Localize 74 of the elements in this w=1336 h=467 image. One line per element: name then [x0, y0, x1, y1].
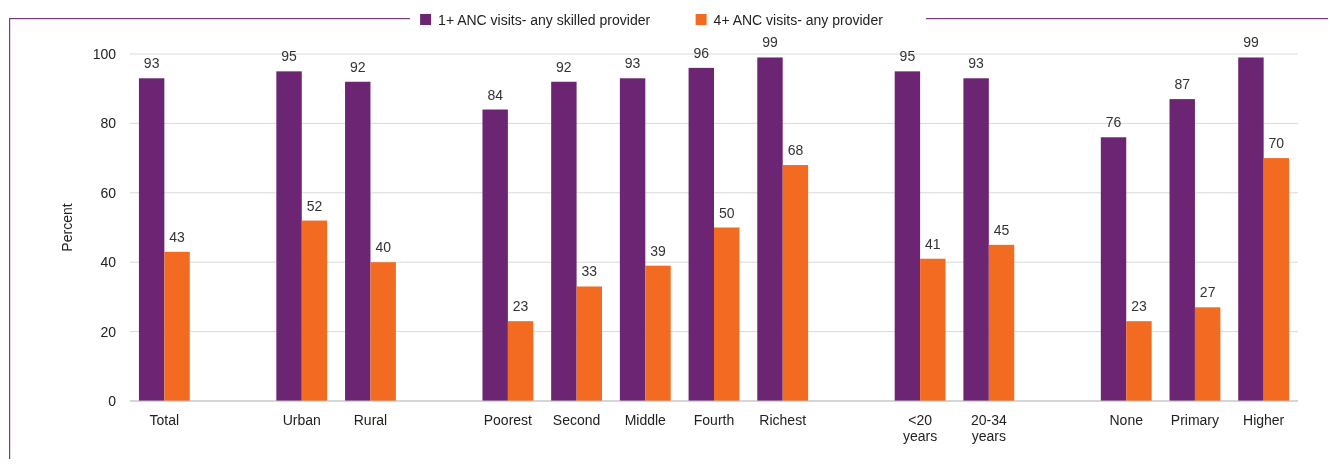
data-label: 41	[925, 235, 941, 252]
y-tick-label: 0	[108, 392, 117, 409]
bar	[1238, 57, 1264, 401]
bar	[576, 286, 603, 401]
x-tick-label: 20-34 years	[970, 412, 1007, 444]
x-tick-label: Second	[552, 412, 601, 428]
x-tick-label: None	[1109, 412, 1144, 428]
y-tick-label: 20	[100, 323, 117, 340]
data-label: 70	[1268, 135, 1285, 152]
y-tick-label: 60	[100, 184, 117, 201]
data-label: 95	[281, 48, 298, 65]
x-tick-label: Higher	[1243, 412, 1285, 428]
data-label: 92	[349, 58, 366, 75]
bar	[551, 81, 577, 401]
data-label: 52	[306, 197, 323, 214]
data-label: 87	[1174, 76, 1191, 93]
data-label: 99	[1243, 34, 1259, 51]
x-tick-label: Middle	[624, 412, 667, 428]
data-label: 93	[968, 55, 985, 72]
x-tick-label: Total	[149, 412, 180, 428]
y-tick-label: 40	[100, 254, 117, 271]
data-label: 96	[693, 44, 710, 61]
bar	[1100, 137, 1127, 401]
bar	[688, 67, 714, 401]
x-tick-label: Poorest	[483, 412, 533, 428]
bar	[482, 109, 508, 401]
bar	[920, 258, 946, 401]
legend-label: 4+ ANC visits- any provider	[713, 11, 884, 28]
bar	[345, 81, 371, 401]
data-label: 23	[512, 298, 529, 315]
x-tick-label: <20 years	[903, 412, 938, 444]
data-label: 76	[1105, 114, 1122, 131]
bar	[1169, 99, 1195, 401]
bar	[1263, 158, 1290, 401]
bar	[276, 71, 302, 401]
bar	[757, 57, 783, 401]
bar	[782, 165, 809, 401]
y-tick-label: 100	[92, 45, 117, 62]
bar	[894, 71, 921, 401]
data-label: 50	[718, 204, 735, 221]
data-label: 92	[556, 58, 572, 75]
bar	[988, 244, 1015, 401]
data-label: 93	[143, 55, 160, 72]
bar	[164, 251, 190, 401]
x-tick-label: Richest	[759, 412, 807, 428]
data-label: 40	[375, 239, 392, 256]
x-tick-label: Urban	[282, 412, 321, 428]
data-label: 43	[169, 228, 186, 245]
bar	[138, 78, 165, 401]
data-label: 39	[650, 242, 666, 259]
data-label: 33	[581, 263, 598, 280]
bar	[301, 220, 328, 401]
data-label: 99	[762, 34, 778, 51]
bar	[507, 321, 534, 401]
data-label: 84	[487, 86, 504, 103]
data-label: 68	[787, 142, 804, 159]
bar	[714, 227, 740, 401]
y-tick-label: 80	[100, 115, 117, 132]
y-axis-title: Percent	[59, 203, 75, 252]
bar	[645, 265, 671, 401]
bar	[1194, 307, 1221, 401]
x-tick-label: Primary	[1170, 412, 1220, 428]
data-label: 23	[1131, 298, 1147, 315]
legend-label: 1+ ANC visits- any skilled provider	[438, 11, 651, 28]
x-tick-label: Fourth	[693, 412, 735, 428]
x-tick-label: Rural	[353, 412, 388, 428]
data-label: 93	[624, 55, 641, 72]
bar	[370, 262, 396, 401]
bar	[1126, 321, 1152, 401]
data-label: 95	[899, 48, 916, 65]
bar	[619, 78, 646, 401]
data-label: 45	[993, 221, 1010, 238]
bar	[963, 78, 989, 401]
data-label: 27	[1199, 284, 1216, 301]
